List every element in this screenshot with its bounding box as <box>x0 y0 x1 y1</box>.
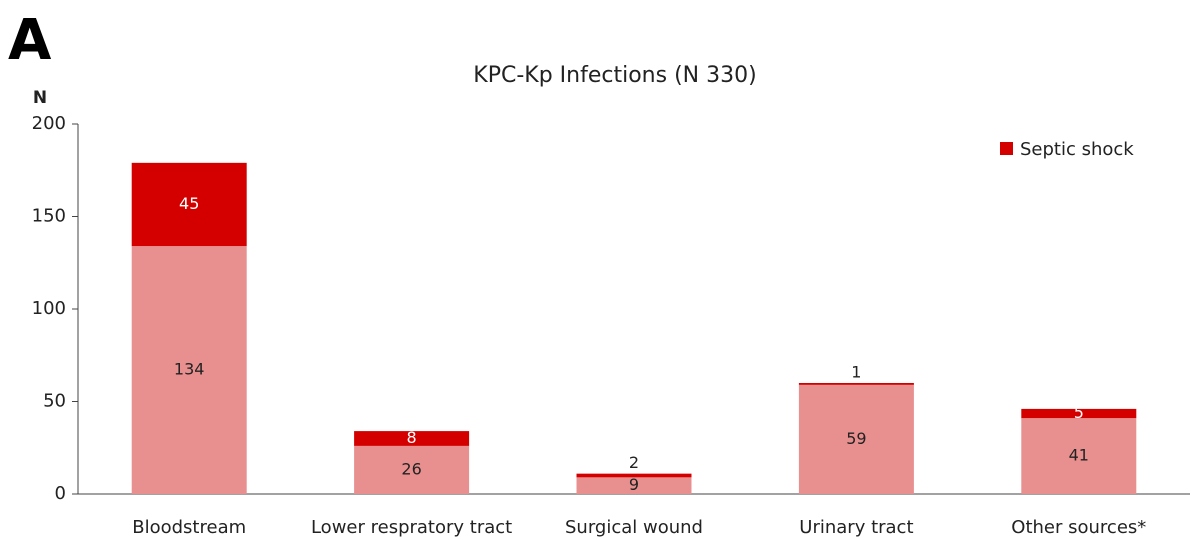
data-label: 1 <box>851 363 861 382</box>
data-label: 26 <box>401 459 421 478</box>
bar-segment <box>131 162 247 247</box>
data-label: 8 <box>407 428 417 447</box>
y-tick-label: 50 <box>43 391 66 412</box>
bar-segment <box>576 477 692 494</box>
data-label: 2 <box>629 453 639 472</box>
bar-segment <box>798 383 914 385</box>
panel-label: A <box>8 8 52 73</box>
legend-swatch <box>1000 142 1013 155</box>
y-tick-label: 0 <box>55 483 66 504</box>
data-label: 59 <box>846 429 866 448</box>
bar-segment <box>576 473 692 478</box>
chart-title: KPC-Kp Infections (N 330) <box>473 63 756 88</box>
data-label: 41 <box>1069 446 1089 465</box>
data-label: 134 <box>174 360 205 379</box>
y-tick-label: 100 <box>32 298 66 319</box>
bar-segment <box>798 384 914 494</box>
legend-label: Septic shock <box>1020 139 1134 160</box>
x-tick-label: Urinary tract <box>799 517 913 538</box>
bar-segment <box>131 246 247 494</box>
y-axis-label: N <box>33 88 47 108</box>
x-tick-label: Other sources* <box>1011 517 1146 538</box>
data-label: 5 <box>1074 403 1084 422</box>
data-label: 45 <box>179 194 199 213</box>
bar-segment <box>1021 418 1137 494</box>
y-tick-label: 150 <box>32 206 66 227</box>
x-tick-label: Surgical wound <box>565 517 703 538</box>
bar-segment <box>354 431 470 446</box>
x-tick-label: Lower respratory tract <box>311 517 512 538</box>
data-label: 9 <box>629 475 639 494</box>
bar-segment <box>354 445 470 494</box>
bar-segment <box>1021 408 1137 419</box>
y-tick-label: 200 <box>32 113 66 134</box>
x-tick-label: Bloodstream <box>132 517 246 538</box>
